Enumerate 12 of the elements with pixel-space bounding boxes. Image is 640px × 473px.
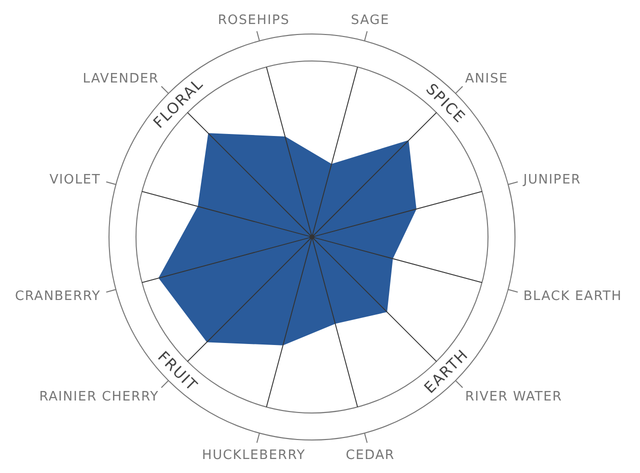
spoke-label: CRANBERRY <box>14 288 101 304</box>
spoke-label: LAVENDER <box>82 71 159 86</box>
spoke-label: RAINIER CHERRY <box>39 390 159 405</box>
spoke-label: HUCKLEBERRY <box>202 448 306 463</box>
spoke-label: CEDAR <box>346 448 395 463</box>
spoke-label: BLACK EARTH <box>523 288 622 304</box>
spoke-label: ANISE <box>465 71 508 86</box>
spoke-label: VIOLET <box>49 172 101 188</box>
spoke-label: SAGE <box>350 13 390 28</box>
spoke-label: RIVER WATER <box>465 390 562 405</box>
spoke-label: JUNIPER <box>522 172 581 188</box>
spoke-label: ROSEHIPS <box>218 13 290 28</box>
